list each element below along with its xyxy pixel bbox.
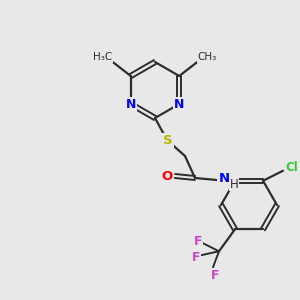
Text: H: H	[230, 178, 238, 190]
Text: Cl: Cl	[286, 161, 298, 174]
Text: N: N	[126, 98, 136, 110]
Text: N: N	[174, 98, 184, 110]
Text: F: F	[192, 251, 200, 264]
Text: H₃C: H₃C	[93, 52, 112, 62]
Text: S: S	[163, 134, 173, 148]
Text: N: N	[218, 172, 230, 185]
Text: O: O	[161, 169, 172, 182]
Text: CH₃: CH₃	[198, 52, 217, 62]
Text: F: F	[211, 269, 219, 282]
Text: F: F	[194, 235, 202, 248]
